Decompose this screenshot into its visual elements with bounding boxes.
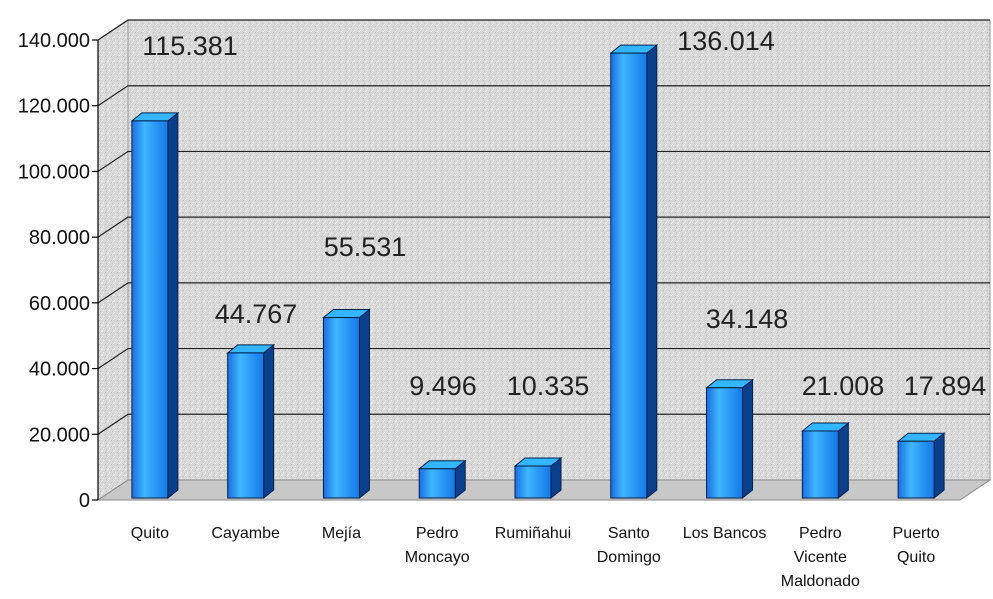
gridline xyxy=(97,347,990,370)
x-tick-label: Quito xyxy=(131,525,169,542)
x-tick-label: Pedro xyxy=(799,525,842,542)
bar xyxy=(417,459,467,500)
bar xyxy=(226,343,276,500)
bar-front xyxy=(514,465,552,499)
data-label: 34.148 xyxy=(706,304,789,334)
y-tick-label: 100.000 xyxy=(18,161,90,183)
bar xyxy=(130,111,180,500)
bar-side xyxy=(263,343,275,500)
side-wall xyxy=(97,19,129,501)
bar-front xyxy=(897,440,935,499)
gridline xyxy=(97,85,990,107)
bar-side xyxy=(646,44,658,500)
bar-front xyxy=(706,387,744,499)
bar-front xyxy=(322,317,360,499)
bar xyxy=(609,44,659,500)
x-tick-label: Los Bancos xyxy=(683,525,767,542)
x-tick-label: Puerto xyxy=(893,525,940,542)
data-label: 9.496 xyxy=(409,371,477,401)
gridline xyxy=(97,150,990,172)
bar-front xyxy=(801,430,839,499)
data-label: 21.008 xyxy=(802,371,885,401)
y-tick-label: 40.000 xyxy=(29,359,90,381)
bar-front xyxy=(418,468,456,499)
gridlines xyxy=(97,19,990,435)
bar xyxy=(800,421,850,500)
x-tick-label: Vicente xyxy=(794,549,847,566)
bar-front xyxy=(227,352,265,499)
bar-front xyxy=(610,52,648,499)
y-tick-label: 60.000 xyxy=(29,293,90,315)
x-tick-label: Quito xyxy=(897,549,935,566)
gridline xyxy=(97,216,990,238)
x-tick-label: Cayambe xyxy=(211,525,280,542)
data-label: 55.531 xyxy=(324,232,407,262)
x-tick-label: Domingo xyxy=(597,549,661,566)
x-tick-label: Santo xyxy=(608,525,650,542)
axes: 0 20.000 40.000 60.000 80.000 100.000 120.000 1… xyxy=(18,30,940,590)
gridline xyxy=(97,413,990,435)
bar-side xyxy=(358,308,370,500)
bar xyxy=(322,308,371,500)
bar-front xyxy=(131,120,169,499)
gridline xyxy=(97,19,990,41)
bar xyxy=(896,432,946,500)
bar-side xyxy=(742,378,754,500)
y-tick-label: 0 xyxy=(79,490,90,512)
bar-side xyxy=(837,421,849,500)
x-tick-label: Rumiñahui xyxy=(495,525,571,542)
x-tick-label: Mejía xyxy=(322,525,361,542)
data-label: 17.894 xyxy=(904,371,987,401)
y-tick-label: 120.000 xyxy=(18,96,90,118)
x-tick-label: Maldonado xyxy=(781,573,860,590)
y-tick-label: 140.000 xyxy=(18,30,90,52)
data-label: 44.767 xyxy=(215,299,298,329)
bar-side xyxy=(933,432,945,500)
x-tick-label: Pedro xyxy=(416,525,459,542)
bar-side xyxy=(167,111,179,500)
x-tick-label: Moncayo xyxy=(405,549,470,566)
data-label: 10.335 xyxy=(507,371,590,401)
y-tick-label: 80.000 xyxy=(29,227,90,249)
bar xyxy=(513,457,563,500)
data-label: 136.014 xyxy=(677,26,775,56)
data-labels: 115.381 44.767 55.531 9.496 10.335 136.014 34.… xyxy=(142,26,986,401)
bar xyxy=(705,378,754,500)
bars xyxy=(130,44,946,500)
y-tick-label: 20.000 xyxy=(29,424,90,446)
data-label: 115.381 xyxy=(142,31,238,61)
gridline xyxy=(97,282,990,304)
